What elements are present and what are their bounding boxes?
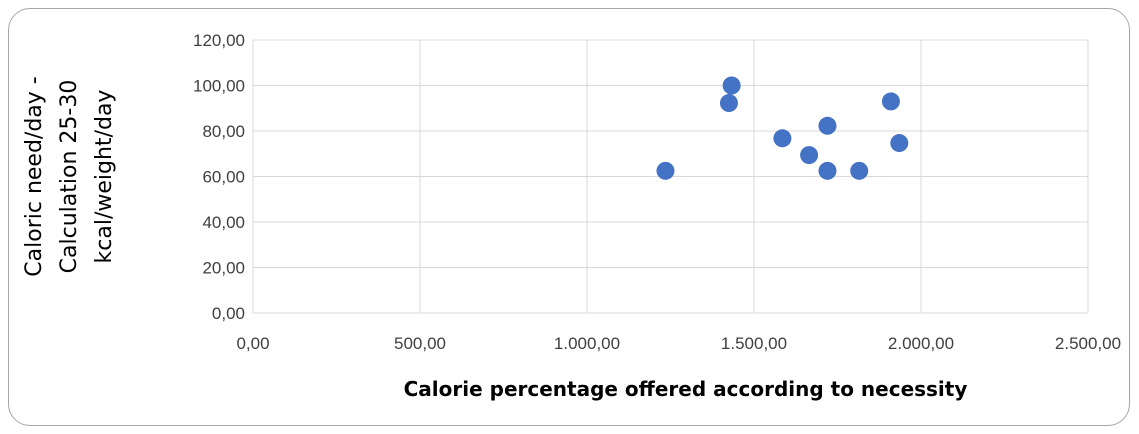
- data-point: [656, 161, 675, 180]
- chart-frame: [8, 8, 1130, 426]
- data-point: [722, 76, 741, 95]
- y-tick-label: 0,00: [212, 304, 245, 323]
- y-axis-ticks: 0,00 20,00 40,00 60,00 80,00 100,00 120,00: [193, 31, 245, 323]
- y-tick-label: 20,00: [202, 259, 245, 278]
- x-tick-label: 2.500,00: [1055, 334, 1121, 353]
- x-tick-label: 500,00: [394, 334, 446, 353]
- y-axis-label: Caloric need/day - Calculation 25-30 kcal/…: [22, 76, 117, 276]
- data-point: [719, 94, 738, 113]
- data-point: [773, 129, 792, 148]
- y-axis-label-line: kcal/weight/day: [92, 90, 117, 264]
- y-axis-label-line: Caloric need/day -: [22, 76, 47, 276]
- y-tick-label: 120,00: [193, 31, 245, 50]
- data-points: [656, 76, 909, 180]
- x-tick-label: 2.000,00: [888, 334, 954, 353]
- x-tick-label: 1.500,00: [721, 334, 787, 353]
- y-tick-label: 80,00: [202, 122, 245, 141]
- y-axis-label-line: Calculation 25-30: [57, 80, 82, 274]
- y-tick-label: 40,00: [202, 213, 245, 232]
- x-tick-label: 1.000,00: [554, 334, 620, 353]
- x-axis-ticks: 0,00 500,00 1.000,00 1.500,00 2.000,00 2.500,…: [236, 334, 1121, 353]
- data-point: [890, 134, 909, 153]
- data-point: [881, 92, 900, 111]
- y-tick-label: 60,00: [202, 168, 245, 187]
- x-tick-label: 0,00: [236, 334, 269, 353]
- x-axis-label: Calorie percentage offered according to …: [404, 377, 968, 401]
- data-point: [818, 161, 837, 180]
- y-tick-label: 100,00: [193, 77, 245, 96]
- data-point: [818, 116, 837, 135]
- data-point: [850, 161, 869, 180]
- data-point: [800, 146, 819, 165]
